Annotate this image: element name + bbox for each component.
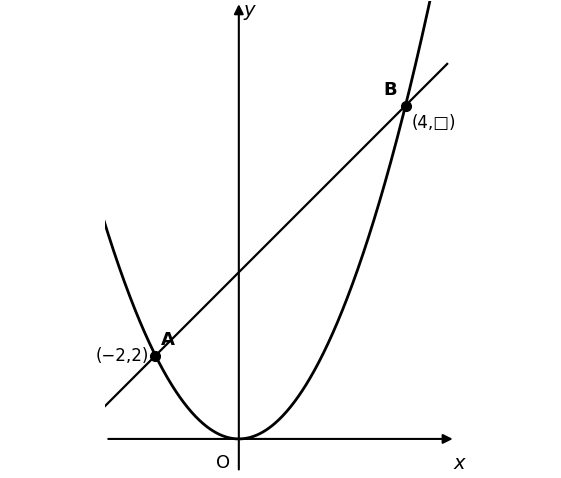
Text: y: y bbox=[244, 1, 255, 21]
Text: O: O bbox=[217, 454, 231, 471]
Text: (−2,2): (−2,2) bbox=[96, 347, 149, 365]
Text: B: B bbox=[384, 81, 397, 99]
Text: (4,□): (4,□) bbox=[412, 114, 456, 132]
Text: x: x bbox=[453, 454, 465, 473]
Text: A: A bbox=[160, 331, 174, 349]
